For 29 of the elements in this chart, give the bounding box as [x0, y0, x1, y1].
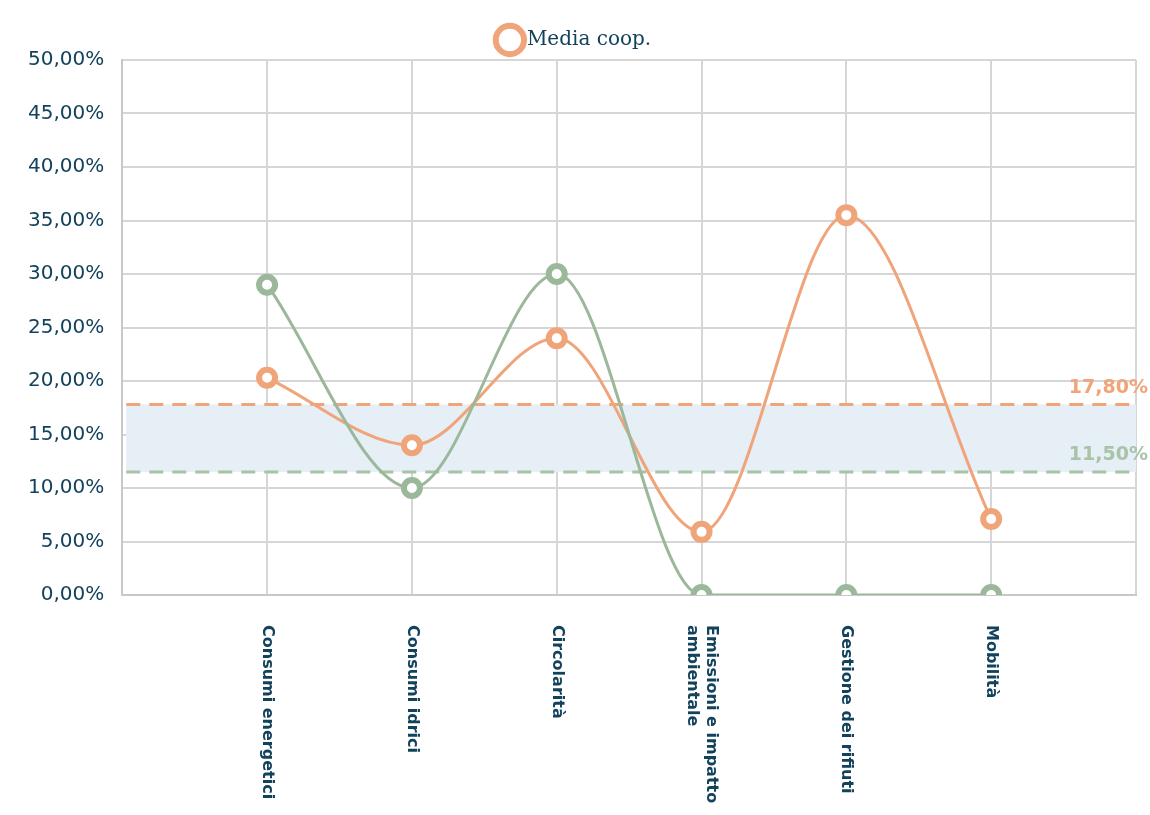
- x-tick-label: Consumi energetici: [258, 625, 278, 800]
- y-tick-label: 30,00%: [27, 260, 105, 285]
- x-tick-label: Gestione dei rifiuti: [838, 625, 858, 794]
- point: [980, 508, 1003, 531]
- point: [400, 477, 423, 499]
- x-tick-label: Circolarità: [548, 625, 568, 719]
- point: [256, 273, 279, 296]
- ref-line-label: 11,50%: [1068, 442, 1148, 465]
- y-tick-label: 10,00%: [27, 474, 105, 499]
- y-tick-label: 45,00%: [27, 99, 105, 124]
- point: [256, 366, 279, 389]
- y-tick-label: 0,00%: [40, 581, 105, 606]
- y-tick-label: 50,00%: [27, 46, 105, 71]
- point: [545, 327, 568, 350]
- ref-line-label: 17,80%: [1068, 374, 1148, 397]
- y-tick-label: 25,00%: [27, 313, 105, 338]
- x-tick-label: Consumi idrici: [403, 625, 423, 754]
- point: [400, 434, 423, 457]
- x-tick-label: Emissioni e impatto ambientale: [683, 625, 722, 804]
- y-tick-label: 5,00%: [40, 527, 105, 552]
- y-tick-label: 35,00%: [27, 206, 105, 231]
- point: [545, 263, 568, 285]
- x-tick-label: Mobilità: [983, 625, 1003, 699]
- y-tick-label: 15,00%: [27, 420, 105, 445]
- point: [835, 204, 858, 227]
- y-tick-label: 40,00%: [27, 153, 105, 178]
- point: [690, 520, 713, 543]
- legend-label: Media coop.: [526, 26, 652, 51]
- y-tick-label: 20,00%: [27, 367, 105, 392]
